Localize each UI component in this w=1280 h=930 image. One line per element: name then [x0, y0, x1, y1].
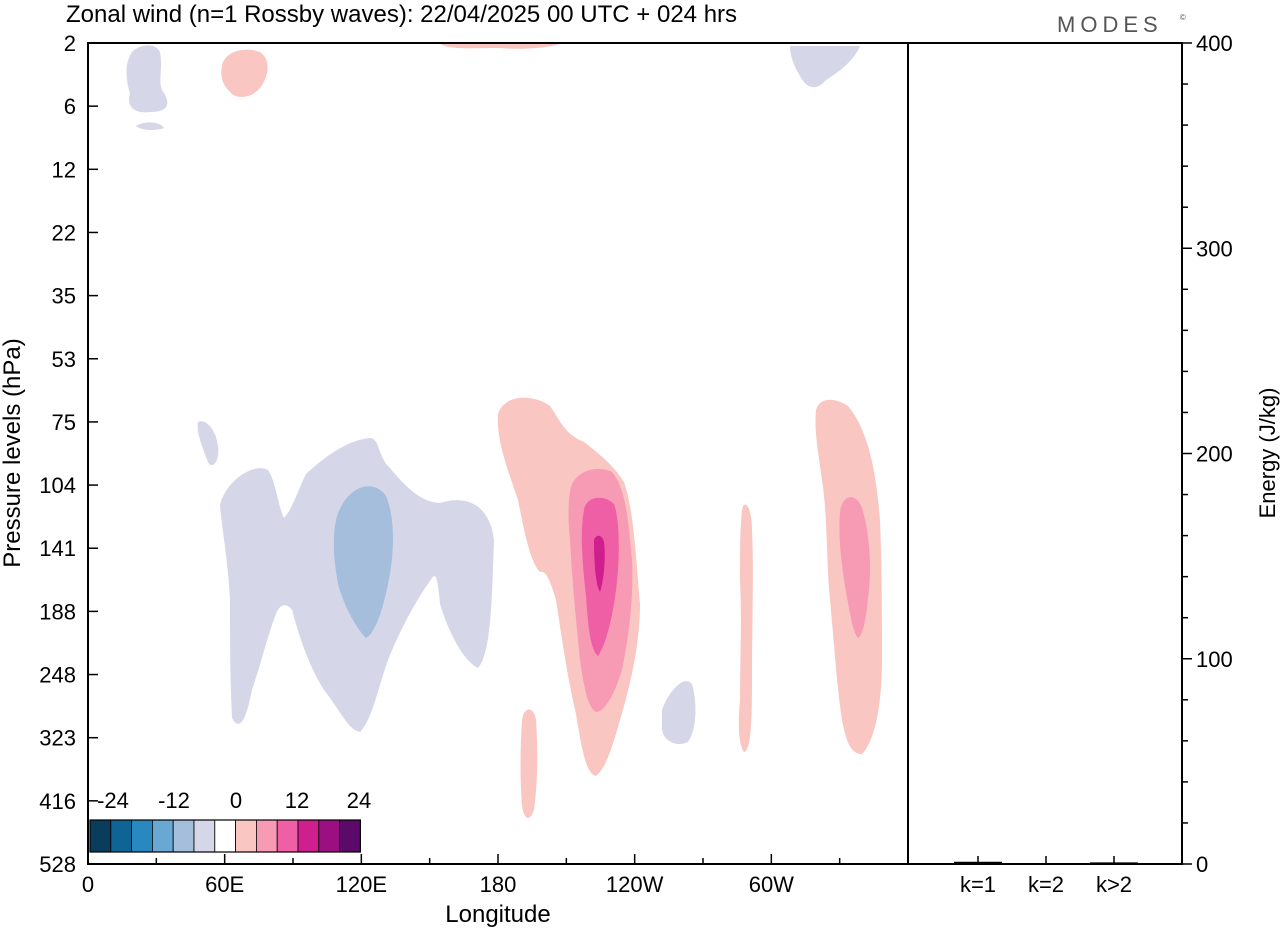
contour-region [197, 421, 219, 466]
contour-region [738, 504, 753, 752]
colorbar-labels: -24 -12 0 12 24 [97, 788, 371, 813]
colorbar-swatch [339, 819, 361, 853]
energy-category-label: k>2 [1096, 872, 1132, 897]
contour-region [520, 709, 538, 818]
y-tick-label: 323 [39, 726, 76, 751]
y-tick-label: 35 [52, 284, 76, 309]
colorbar-label: 12 [285, 788, 309, 813]
energy-bars [954, 856, 1138, 865]
energy-category-label: k=2 [1028, 872, 1064, 897]
energy-panel: k=1 k=2 k>2 0 100 200 300 400 Energy (J/kg) [907, 31, 1280, 897]
colorbar-swatch [235, 819, 257, 853]
x-tick-label: 180 [480, 872, 517, 897]
colorbar-swatch [172, 819, 195, 853]
colorbar-swatch [297, 819, 320, 853]
colorbar-swatch [110, 819, 133, 853]
x-axis-label: Longitude [445, 901, 550, 928]
colorbar-swatch [131, 819, 153, 853]
contour-region [839, 497, 870, 638]
contour-region [136, 122, 164, 131]
y-tick-label: 2 [64, 31, 76, 56]
y-tick-label: 75 [52, 410, 76, 435]
y-tick-label: 53 [52, 347, 76, 372]
energy-category-label: k=1 [960, 872, 996, 897]
colorbar-label: 24 [347, 788, 371, 813]
colorbar-swatch [193, 819, 216, 853]
contour-region [221, 49, 268, 97]
y-tick-label: 188 [39, 599, 76, 624]
colorbar: -24 -12 0 12 24 [89, 788, 371, 853]
colorbar-label: 0 [230, 788, 242, 813]
brand-logo: MODES [1057, 12, 1163, 37]
colorbar-label: -12 [158, 788, 190, 813]
x-tick-label: 120W [606, 872, 664, 897]
chart-title: Zonal wind (n=1 Rossby waves): 22/04/202… [66, 1, 737, 28]
contour-plot-background [88, 43, 908, 864]
colorbar-swatch [214, 819, 237, 853]
energy-tick-label: 200 [1196, 442, 1233, 467]
contour-fills [126, 44, 882, 818]
contour-region [126, 45, 168, 113]
energy-axis-ticks: 0 100 200 300 400 [1182, 31, 1233, 877]
colorbar-swatch [89, 819, 112, 853]
y-tick-label: 528 [39, 852, 76, 877]
colorbar-swatch [276, 819, 299, 853]
colorbar-frame [89, 819, 361, 853]
y-tick-label: 416 [39, 789, 76, 814]
contour-region [440, 44, 560, 49]
energy-axis-label: Energy (J/kg) [1255, 388, 1280, 519]
energy-tick-label: 300 [1196, 236, 1233, 261]
energy-panel-frame [907, 42, 1183, 865]
colorbar-swatch [255, 819, 278, 853]
y-tick-label: 12 [52, 157, 76, 182]
x-tick-label: 120E [336, 872, 387, 897]
x-tick-label: 0 [82, 872, 94, 897]
y-axis-label: Pressure levels (hPa) [0, 338, 26, 567]
colorbar-swatch [318, 819, 340, 853]
y-axis-ticks: 2 6 12 22 35 53 75 104 141 188 248 323 416 528 [39, 31, 98, 877]
energy-tick-label: 100 [1196, 647, 1233, 672]
contour-region [790, 46, 860, 88]
y-tick-label: 22 [52, 220, 76, 245]
colorbar-label: -24 [97, 788, 129, 813]
contour-plot: 0 60E 120E 180 120W 60W 2 6 12 22 35 53 75 104 141 188… [0, 31, 909, 928]
y-tick-label: 248 [39, 663, 76, 688]
x-tick-label: 60E [205, 872, 244, 897]
energy-tick-label: 0 [1196, 852, 1208, 877]
colorbar-swatches [89, 819, 361, 853]
y-tick-label: 141 [39, 536, 76, 561]
energy-tick-label: 400 [1196, 31, 1233, 56]
contour-region [594, 535, 605, 592]
colorbar-swatch [151, 819, 174, 853]
y-tick-label: 6 [64, 94, 76, 119]
x-axis-ticks: 0 60E 120E 180 120W 60W [82, 854, 909, 897]
brand-mark: © [1180, 13, 1186, 22]
y-tick-label: 104 [39, 473, 76, 498]
energy-category-labels: k=1 k=2 k>2 [960, 872, 1132, 897]
contour-region [662, 681, 696, 745]
x-tick-label: 60W [749, 872, 794, 897]
contour-region [333, 486, 393, 638]
